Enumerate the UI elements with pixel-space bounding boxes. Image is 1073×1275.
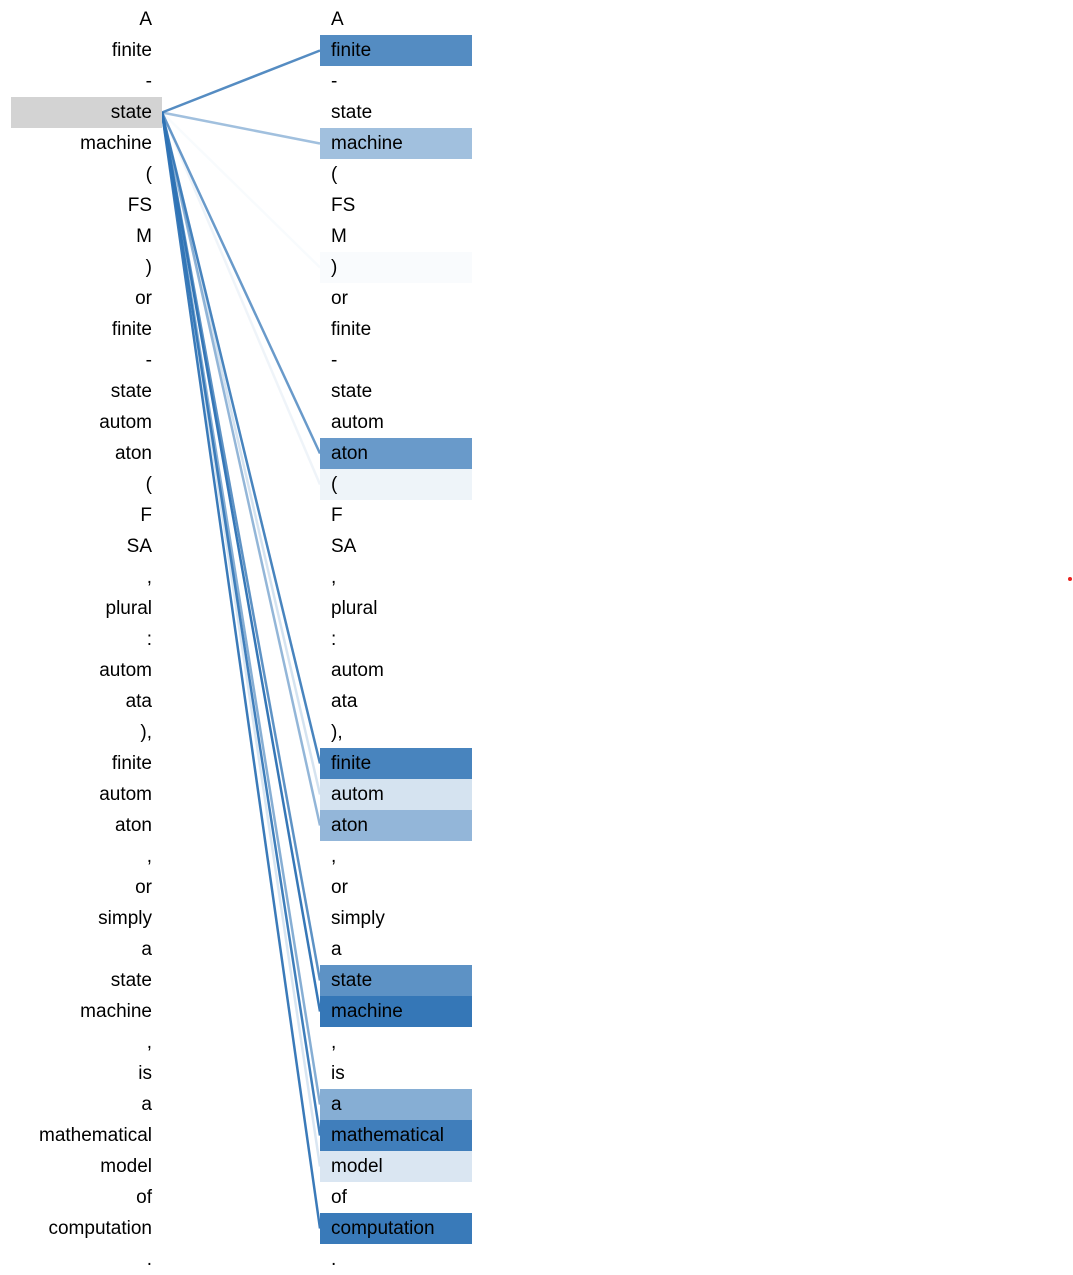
source-token[interactable]: :	[146, 629, 152, 650]
target-token[interactable]: (	[320, 469, 472, 500]
source-token[interactable]: a	[141, 939, 152, 960]
target-token[interactable]: mathematical	[320, 1120, 472, 1151]
source-token[interactable]: of	[136, 1187, 152, 1208]
target-token[interactable]: autom	[331, 660, 384, 681]
target-token[interactable]: machine	[320, 996, 472, 1027]
target-token[interactable]: or	[331, 877, 348, 898]
source-token[interactable]: F	[140, 505, 152, 526]
marker-dot	[1068, 577, 1072, 581]
source-token[interactable]: finite	[111, 40, 152, 61]
attention-link	[160, 112, 322, 1167]
target-token[interactable]: finite	[320, 748, 472, 779]
target-token[interactable]: A	[331, 9, 344, 30]
source-token[interactable]: autom	[99, 784, 152, 805]
source-token[interactable]: ),	[140, 722, 152, 743]
source-token[interactable]: aton	[115, 443, 152, 464]
source-token[interactable]: )	[145, 257, 152, 278]
target-token[interactable]: (	[331, 164, 338, 185]
target-token[interactable]: ),	[331, 722, 343, 743]
source-token[interactable]: M	[136, 226, 152, 247]
attention-link	[160, 112, 322, 1229]
target-token[interactable]: state	[331, 102, 373, 123]
source-token[interactable]: plural	[105, 598, 152, 619]
target-token[interactable]: aton	[320, 810, 472, 841]
target-token[interactable]: FS	[331, 195, 356, 216]
target-token[interactable]: SA	[331, 536, 357, 557]
attention-link	[160, 112, 322, 1012]
target-token[interactable]: M	[331, 226, 347, 247]
source-token[interactable]: SA	[126, 536, 152, 557]
source-token[interactable]: state	[110, 381, 152, 402]
source-token[interactable]: ,	[146, 567, 152, 588]
target-token[interactable]: model	[320, 1151, 472, 1182]
target-token[interactable]: state	[331, 381, 373, 402]
source-token[interactable]: autom	[99, 412, 152, 433]
source-token[interactable]: (	[145, 474, 152, 495]
target-token[interactable]: finite	[320, 35, 472, 66]
attention-link	[160, 111, 322, 455]
source-token[interactable]: ,	[146, 1032, 152, 1053]
target-token[interactable]: autom	[331, 412, 384, 433]
source-token[interactable]: ata	[125, 691, 152, 712]
attention-link	[160, 112, 322, 764]
source-token[interactable]: finite	[111, 753, 152, 774]
target-token[interactable]: of	[331, 1187, 347, 1208]
attention-link	[161, 111, 321, 145]
source-token[interactable]: -	[145, 71, 152, 92]
source-token[interactable]: computation	[48, 1218, 152, 1239]
source-token[interactable]: machine	[80, 133, 152, 154]
source-token[interactable]: state	[11, 97, 162, 128]
target-token[interactable]: simply	[331, 908, 385, 929]
source-token[interactable]: aton	[115, 815, 152, 836]
source-token[interactable]: -	[145, 350, 152, 371]
target-token[interactable]: )	[320, 252, 472, 283]
target-token[interactable]: -	[331, 350, 338, 371]
target-token[interactable]: .	[331, 1249, 337, 1270]
attention-link	[160, 112, 322, 485]
source-token[interactable]: mathematical	[39, 1125, 152, 1146]
source-token[interactable]: simply	[98, 908, 152, 929]
target-token[interactable]: :	[331, 629, 337, 650]
source-token[interactable]: A	[139, 9, 152, 30]
target-token[interactable]: ,	[331, 1032, 337, 1053]
target-token[interactable]: ,	[331, 846, 337, 867]
target-token[interactable]: finite	[331, 319, 372, 340]
source-token[interactable]: model	[100, 1156, 152, 1177]
source-token[interactable]: autom	[99, 660, 152, 681]
attention-link	[161, 49, 321, 114]
target-token[interactable]: F	[331, 505, 343, 526]
source-token[interactable]: (	[145, 164, 152, 185]
source-token[interactable]: finite	[111, 319, 152, 340]
source-token[interactable]: state	[110, 970, 152, 991]
attention-link	[160, 112, 322, 1136]
target-token[interactable]: computation	[320, 1213, 472, 1244]
target-token[interactable]: aton	[320, 438, 472, 469]
target-token[interactable]: a	[331, 939, 342, 960]
source-token[interactable]: or	[135, 877, 152, 898]
source-token[interactable]: .	[146, 1249, 152, 1270]
source-token[interactable]: machine	[80, 1001, 152, 1022]
target-token[interactable]: machine	[320, 128, 472, 159]
attention-link	[160, 112, 322, 826]
target-token[interactable]: a	[320, 1089, 472, 1120]
source-token[interactable]: or	[135, 288, 152, 309]
source-token[interactable]: FS	[127, 195, 152, 216]
target-token[interactable]: -	[331, 71, 338, 92]
target-token[interactable]: ,	[331, 567, 337, 588]
source-token[interactable]: a	[141, 1094, 152, 1115]
target-token[interactable]: autom	[320, 779, 472, 810]
target-token[interactable]: is	[331, 1063, 345, 1084]
target-token[interactable]: plural	[331, 598, 378, 619]
source-token[interactable]: ,	[146, 846, 152, 867]
target-token[interactable]: state	[320, 965, 472, 996]
target-token[interactable]: ata	[331, 691, 358, 712]
target-token[interactable]: or	[331, 288, 348, 309]
source-token[interactable]: is	[138, 1063, 152, 1084]
